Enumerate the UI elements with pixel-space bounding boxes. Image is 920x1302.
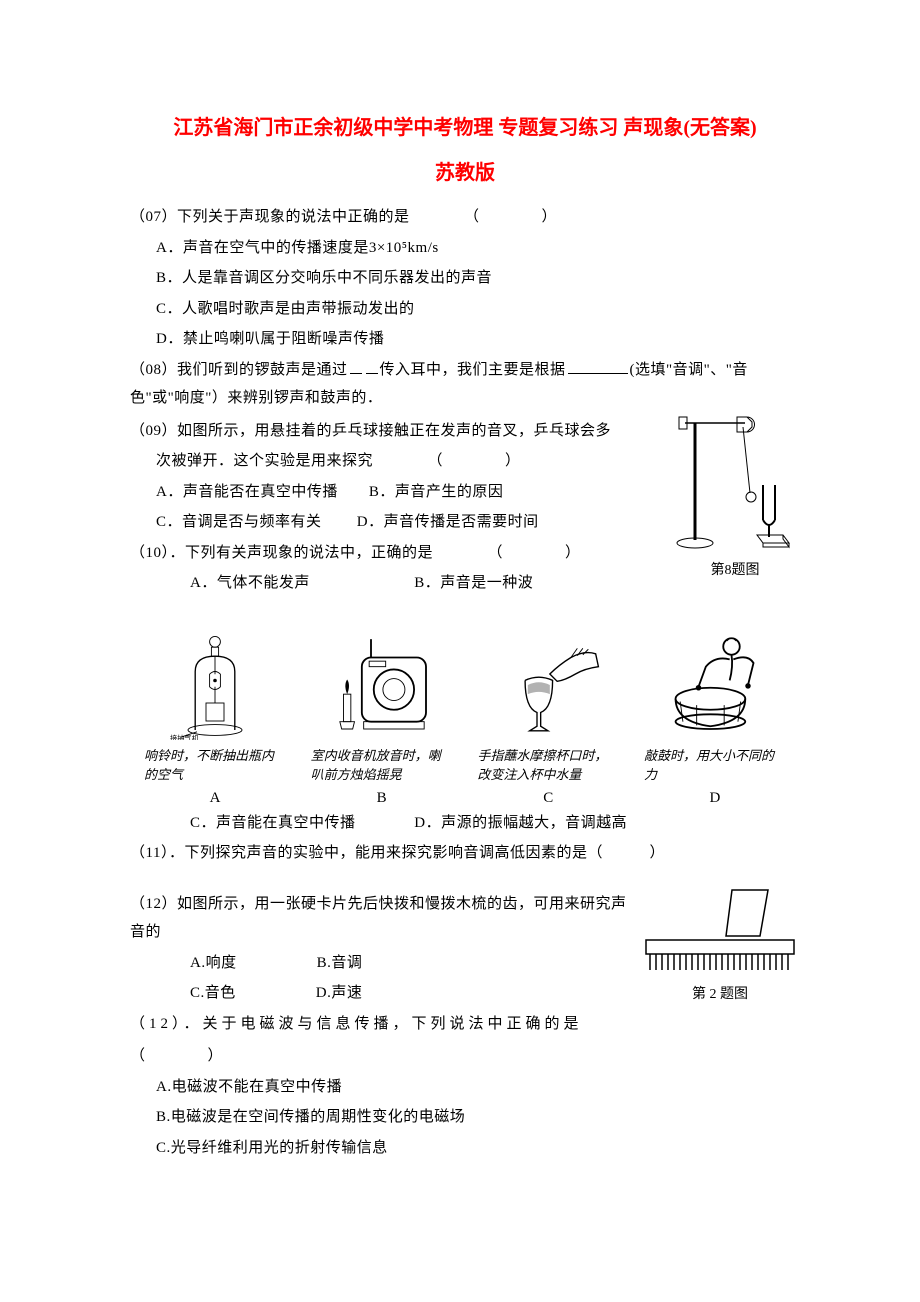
document-subtitle: 苏教版 bbox=[130, 156, 800, 185]
q09-opt-a: A．声音能否在真空中传播 bbox=[156, 484, 338, 500]
q09-opts-cd: C．音调是否与频率有关 D．声音传播是否需要时间 bbox=[130, 508, 660, 537]
q08-part-b: 传入耳中，我们主要是根据 bbox=[380, 362, 566, 378]
q12a-opt-a: A.响度 bbox=[190, 949, 237, 978]
q09-opts-ab: A．声音能否在真空中传播 B．声音产生的原因 bbox=[130, 478, 660, 507]
document-page: 江苏省海门市正余初级中学中考物理 专题复习练习 声现象(无答案) 苏教版 （07… bbox=[0, 0, 920, 1224]
q11-cell-b: 室内收音机放音时，喇叭前方烛焰摇晃 B bbox=[307, 620, 457, 807]
q12b-opt-c: C.光导纤维利用光的折射传输信息 bbox=[130, 1134, 800, 1163]
q11-lbl-d: D bbox=[640, 790, 790, 807]
q09-figure-caption: 第8题图 bbox=[670, 559, 800, 579]
q12b-stem-b: （ ） bbox=[130, 1042, 800, 1071]
q12a-opt-c: C.音色 bbox=[190, 979, 236, 1008]
blank bbox=[350, 359, 362, 374]
q12a-opt-b: B.音调 bbox=[317, 949, 363, 978]
q11-lbl-b: B bbox=[307, 790, 457, 807]
q10-opt-d: D．声源的振幅越大，音调越高 bbox=[414, 815, 627, 831]
document-title: 江苏省海门市正余初级中学中考物理 专题复习练习 声现象(无答案) bbox=[130, 110, 800, 146]
q09-opt-c: C．音调是否与频率有关 bbox=[156, 514, 322, 530]
q11-options-grid: 接抽气机 响铃时，不断抽出瓶内的空气 A bbox=[130, 620, 800, 807]
q12a-text-block: （12）如图所示，用一张硬卡片先后快拨和慢拨木梳的齿，可用来研究声音的 A.响度… bbox=[130, 888, 630, 1041]
blank bbox=[568, 359, 628, 374]
q08-part-a: （08）我们听到的锣鼓声是通过 bbox=[130, 362, 348, 378]
q10-stem: （10）．下列有关声现象的说法中，正确的是 （ ） bbox=[130, 539, 660, 568]
q11-cap-c: 手指蘸水摩擦杯口时，改变注入杯中水量 bbox=[473, 746, 623, 786]
q07-opt-c: C．人歌唱时歌声是由声带振动发出的 bbox=[130, 295, 800, 324]
q12a-row: （12）如图所示，用一张硬卡片先后快拨和慢拨木梳的齿，可用来研究声音的 A.响度… bbox=[130, 888, 800, 1041]
q11-cap-b: 室内收音机放音时，喇叭前方烛焰摇晃 bbox=[307, 746, 457, 786]
q09-figure: 第8题图 bbox=[670, 415, 800, 579]
q09-opt-d: D．声音传播是否需要时间 bbox=[357, 514, 539, 530]
q09-text-block: （09）如图所示，用悬挂着的乒乓球接触正在发声的音叉，乒乓球会多 次被弹开．这个… bbox=[130, 415, 660, 600]
q11-stem: （11）．下列探究声音的实验中，能用来探究影响音调高低因素的是（ ） bbox=[130, 839, 800, 868]
q12a-opt-d: D.声速 bbox=[316, 979, 363, 1008]
tuning-fork-diagram bbox=[670, 415, 800, 555]
q10-opts-ab: A．气体不能发声 B．声音是一种波 bbox=[130, 569, 660, 598]
q07-opt-d: D．禁止鸣喇叭属于阻断噪声传播 bbox=[130, 325, 800, 354]
q11-lbl-a: A bbox=[140, 790, 290, 807]
q10-opt-c: C．声音能在真空中传播 bbox=[190, 809, 410, 838]
q10-opt-a: A．气体不能发声 bbox=[190, 569, 410, 598]
q09-opt-b: B．声音产生的原因 bbox=[369, 484, 504, 500]
q11-cell-d: 敲鼓时，用大小不同的力 D bbox=[640, 620, 790, 807]
q09-row: （09）如图所示，用悬挂着的乒乓球接触正在发声的音叉，乒乓球会多 次被弹开．这个… bbox=[130, 415, 800, 600]
q12b-stem-a: （12）．关于电磁波与信息传播，下列说法中正确的是 bbox=[130, 1010, 630, 1039]
q12b-opt-b: B.电磁波是在空间传播的周期性变化的电磁场 bbox=[130, 1103, 800, 1132]
q11-lbl-c: C bbox=[473, 790, 623, 807]
q07-opt-a: A．声音在空气中的传播速度是3×10⁵km/s bbox=[130, 234, 800, 263]
q12a-figure-caption: 第 2 题图 bbox=[640, 983, 800, 1003]
spacer bbox=[130, 870, 800, 888]
bell-jar-icon: 接抽气机 bbox=[140, 620, 290, 740]
q11-cell-a: 接抽气机 响铃时，不断抽出瓶内的空气 A bbox=[140, 620, 290, 807]
q12a-opts-ab: A.响度 B.音调 bbox=[130, 949, 630, 978]
drummer-icon bbox=[640, 620, 790, 740]
q08-text: （08）我们听到的锣鼓声是通过传入耳中，我们主要是根据(选填"音调"、"音色"或… bbox=[130, 356, 800, 413]
q09-stem-b: 次被弹开．这个实验是用来探究 （ ） bbox=[130, 447, 660, 476]
radio-candle-icon bbox=[307, 620, 457, 740]
q09-stem-a: （09）如图所示，用悬挂着的乒乓球接触正在发声的音叉，乒乓球会多 bbox=[130, 417, 660, 446]
q11-cap-d: 敲鼓时，用大小不同的力 bbox=[640, 746, 790, 786]
q07-opt-b: B．人是靠音调区分交响乐中不同乐器发出的声音 bbox=[130, 264, 800, 293]
svg-text:接抽气机: 接抽气机 bbox=[170, 733, 200, 739]
glass-finger-icon bbox=[473, 620, 623, 740]
q10-opts-cd: C．声音能在真空中传播 D．声源的振幅越大，音调越高 bbox=[130, 809, 800, 838]
comb-icon bbox=[640, 888, 800, 978]
q12a-opts-cd: C.音色 D.声速 bbox=[130, 979, 630, 1008]
q12a-figure: 第 2 题图 bbox=[640, 888, 800, 1003]
blank bbox=[366, 359, 378, 374]
q11-cap-a: 响铃时，不断抽出瓶内的空气 bbox=[140, 746, 290, 786]
q12a-stem: （12）如图所示，用一张硬卡片先后快拨和慢拨木梳的齿，可用来研究声音的 bbox=[130, 890, 630, 947]
q07-stem: （07）下列关于声现象的说法中正确的是 （ ） bbox=[130, 203, 800, 232]
q11-cell-c: 手指蘸水摩擦杯口时，改变注入杯中水量 C bbox=[473, 620, 623, 807]
q12b-opt-a: A.电磁波不能在真空中传播 bbox=[130, 1073, 800, 1102]
q10-opt-b: B．声音是一种波 bbox=[414, 575, 533, 591]
